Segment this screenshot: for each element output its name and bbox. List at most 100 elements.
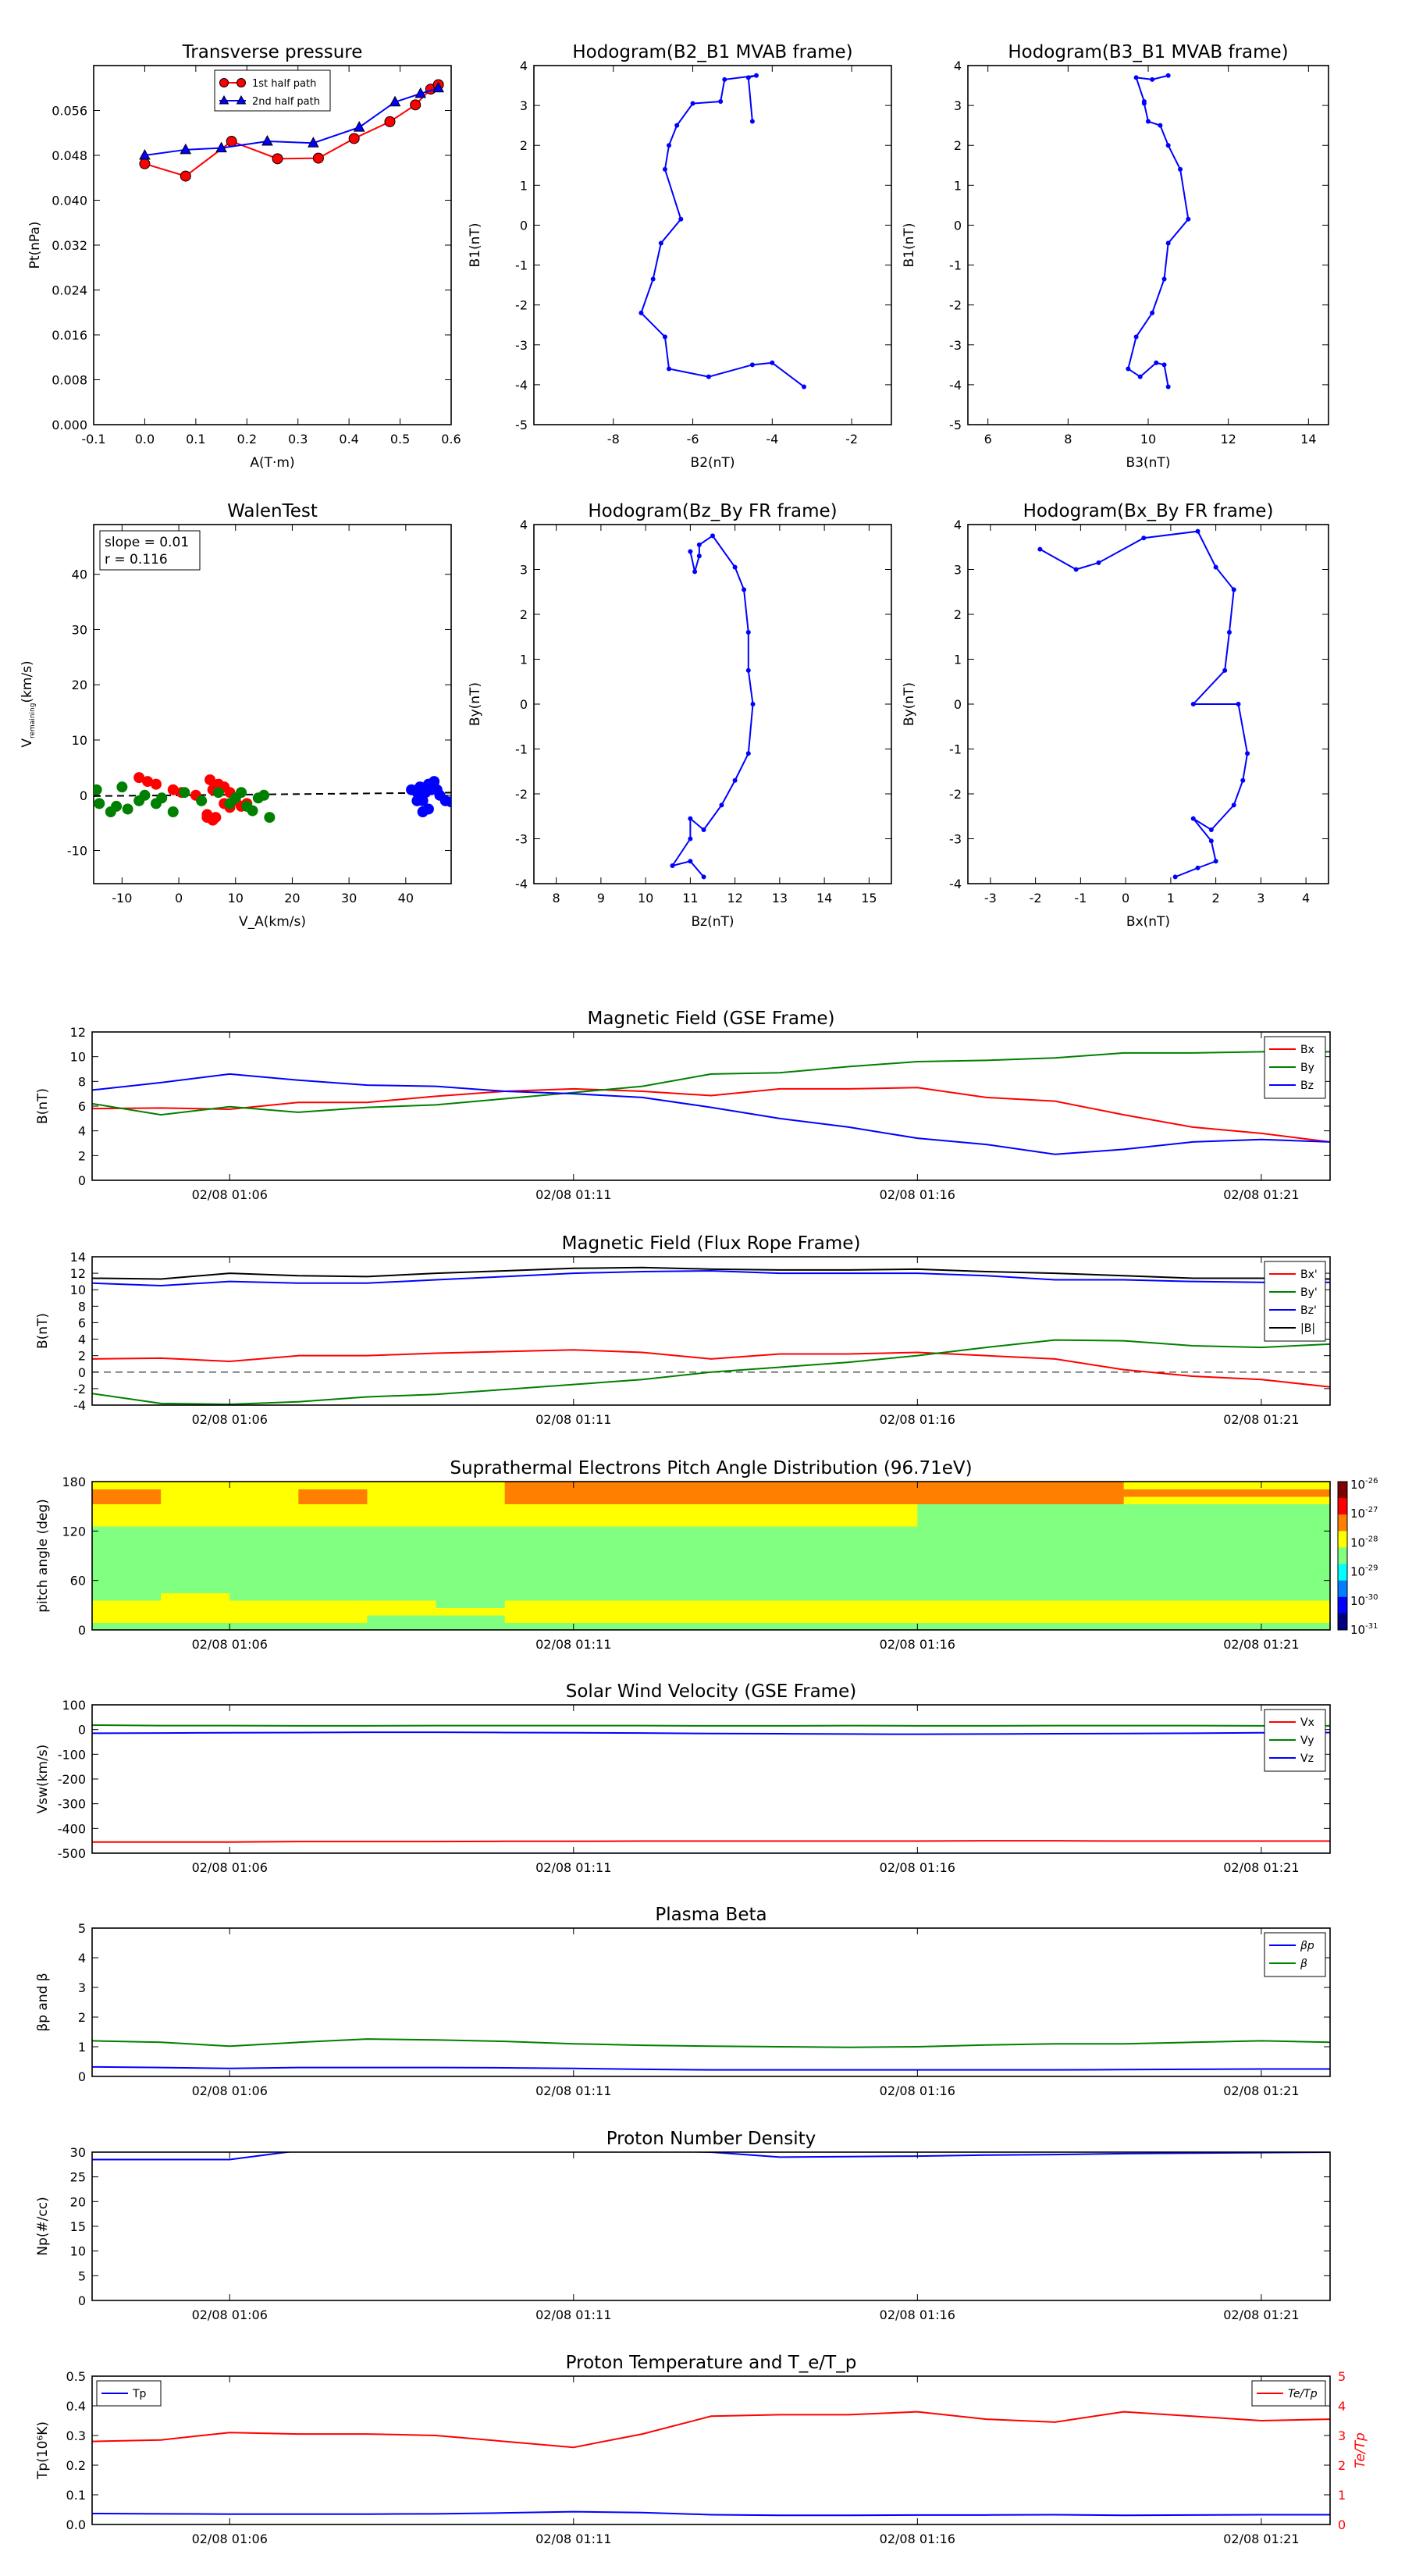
h3-point bbox=[745, 667, 751, 673]
pad-cell bbox=[504, 1496, 574, 1504]
bgse-legend-label: Bz bbox=[1300, 1080, 1314, 1092]
beta-series-1-line bbox=[92, 2038, 1330, 2048]
h2-point bbox=[1161, 276, 1167, 282]
pt-point bbox=[139, 148, 151, 160]
pad-colorbar-cell bbox=[1338, 1482, 1347, 1499]
pad-cell bbox=[92, 1622, 162, 1630]
walen-point bbox=[179, 787, 190, 799]
walen-title: WalenTest bbox=[227, 501, 318, 521]
pad-cell bbox=[1192, 1615, 1262, 1623]
pad-cell bbox=[848, 1556, 918, 1564]
pad-cell bbox=[504, 1585, 574, 1593]
pad-cell bbox=[298, 1489, 368, 1497]
pad-cell bbox=[711, 1571, 781, 1578]
pad-cell bbox=[504, 1518, 574, 1527]
pad-cell bbox=[298, 1511, 368, 1519]
h3-frame bbox=[533, 524, 892, 884]
pad-cell bbox=[161, 1503, 230, 1512]
h3-point bbox=[670, 863, 675, 868]
pt-point bbox=[180, 170, 191, 182]
pad-cell bbox=[1192, 1518, 1262, 1527]
pt-xtick-label: 0.1 bbox=[186, 432, 205, 447]
pad-cell bbox=[504, 1511, 574, 1519]
h1-point bbox=[706, 374, 711, 379]
pad-ytick-label: 0 bbox=[78, 1623, 86, 1638]
walen-fit-line bbox=[94, 792, 451, 797]
pt-point bbox=[384, 116, 396, 127]
pad-cell bbox=[642, 1518, 712, 1527]
pad-cell bbox=[367, 1615, 437, 1623]
h3-point bbox=[745, 751, 751, 756]
h4-point bbox=[1073, 567, 1079, 572]
pad-cell bbox=[1123, 1526, 1193, 1534]
pad-cell bbox=[1123, 1518, 1193, 1527]
bgse-ytick-label: 6 bbox=[78, 1099, 86, 1114]
pt-ytick-label: 0.056 bbox=[52, 104, 87, 119]
pt-xtick-label: 0.5 bbox=[390, 432, 410, 447]
walen-point bbox=[94, 798, 105, 809]
vsw-ylabel: Vsw(km/s) bbox=[35, 1745, 51, 1814]
h3-xtick-label: 13 bbox=[772, 891, 788, 906]
pad-cell bbox=[573, 1541, 643, 1549]
pad-cell bbox=[1055, 1496, 1125, 1504]
pt-legend-label: 1st half path bbox=[252, 78, 316, 90]
walen-annotation-r: r = 0.116 bbox=[105, 552, 168, 568]
bgse-ytick-label: 4 bbox=[78, 1124, 86, 1139]
h1-ytick-label: -2 bbox=[515, 298, 528, 313]
vsw-legend-label: Vx bbox=[1300, 1717, 1314, 1729]
pad-cell bbox=[367, 1548, 437, 1557]
walen-point bbox=[167, 806, 179, 817]
h3-xtick-label: 11 bbox=[682, 891, 698, 906]
pad-cell bbox=[1123, 1607, 1193, 1616]
tp-ytick-label: 0.2 bbox=[66, 2458, 86, 2473]
pad-cell bbox=[229, 1482, 299, 1489]
pt-xlabel: A(T·m) bbox=[250, 455, 294, 471]
pad-cell bbox=[1055, 1622, 1125, 1630]
pad-cell bbox=[436, 1548, 506, 1557]
pad-cell bbox=[92, 1592, 162, 1601]
pad-cell bbox=[436, 1526, 506, 1534]
pad-cell bbox=[229, 1578, 299, 1586]
pad-cell bbox=[780, 1563, 849, 1571]
h2-plot-area bbox=[1126, 73, 1191, 390]
walen-xtick-label: -10 bbox=[112, 891, 132, 906]
np-xtick-label: 02/08 01:21 bbox=[1223, 2307, 1299, 2322]
pad-cell bbox=[711, 1518, 781, 1527]
pad-cell bbox=[848, 1571, 918, 1578]
pad-cell bbox=[1261, 1571, 1330, 1578]
tp-ytick-right-label: 4 bbox=[1338, 2399, 1346, 2414]
vsw-ytick-label: -400 bbox=[58, 1821, 86, 1836]
pad-colorbar-cell bbox=[1338, 1498, 1347, 1515]
pad-cell bbox=[436, 1563, 506, 1571]
pad-cell bbox=[573, 1615, 643, 1623]
pad-cell bbox=[298, 1533, 368, 1542]
pad-cell bbox=[1055, 1607, 1125, 1616]
h4-xtick-label: 3 bbox=[1257, 891, 1264, 906]
pad-cell bbox=[1123, 1482, 1193, 1489]
pad-cell bbox=[986, 1548, 1056, 1557]
pad-cell bbox=[1123, 1578, 1193, 1586]
h4-xtick-label: -2 bbox=[1030, 891, 1042, 906]
h4-ytick-label: -4 bbox=[949, 877, 962, 891]
pad-plot-area bbox=[92, 1482, 1330, 1630]
pad-cell bbox=[367, 1533, 437, 1542]
tp-title: Proton Temperature and T_e/T_p bbox=[566, 2353, 857, 2373]
pad-cell bbox=[436, 1482, 506, 1489]
bgse-frame bbox=[91, 1031, 1331, 1181]
bfr-ytick-label: 6 bbox=[78, 1315, 86, 1330]
h1-point bbox=[745, 75, 751, 80]
bfr-series-1-line bbox=[92, 1339, 1330, 1405]
np-ytick-label: 20 bbox=[70, 2194, 86, 2209]
pad-colorbar-label: 10-31 bbox=[1350, 1622, 1378, 1637]
pad-cell bbox=[367, 1503, 437, 1512]
h2-xtick-label: 10 bbox=[1140, 432, 1156, 447]
h3-point bbox=[696, 542, 702, 547]
pad-colorbar-cell bbox=[1338, 1580, 1347, 1598]
h4-point bbox=[1037, 546, 1043, 552]
pad-cell bbox=[436, 1518, 506, 1527]
h1-ylabel: B1(nT) bbox=[468, 223, 483, 268]
bfr-series-0-line bbox=[92, 1349, 1330, 1388]
h4-point bbox=[1213, 859, 1218, 864]
pad-cell bbox=[1261, 1548, 1330, 1557]
pad-xtick-label: 02/08 01:06 bbox=[192, 1637, 268, 1652]
